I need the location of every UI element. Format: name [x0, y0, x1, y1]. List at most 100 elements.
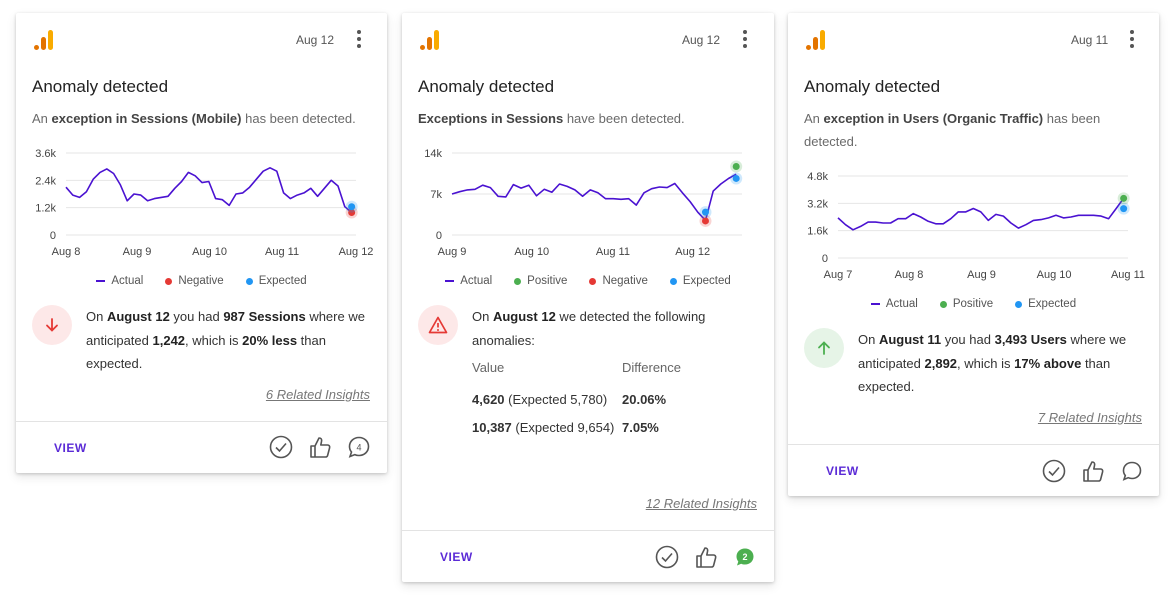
- y-tick-label: 3.6k: [35, 148, 56, 160]
- x-tick-label: Aug 11: [596, 246, 630, 258]
- footer-divider: [788, 444, 1159, 445]
- analytics-logo-icon: [34, 30, 53, 50]
- thumbs-up-icon[interactable]: [1080, 458, 1106, 484]
- view-button[interactable]: VIEW: [826, 464, 859, 478]
- comment-icon[interactable]: 4: [346, 434, 372, 460]
- chart-legend: Actual Positive Negative Expected: [402, 275, 774, 287]
- x-tick-label: Aug 10: [1037, 269, 1072, 281]
- x-tick-label: Aug 9: [967, 269, 996, 281]
- check-circle-icon[interactable]: [654, 544, 680, 570]
- analytics-logo-icon: [420, 30, 439, 50]
- related-insights-link[interactable]: 7 Related Insights: [1037, 410, 1142, 425]
- warning-icon: [418, 305, 458, 345]
- legend-actual: Actual: [870, 298, 918, 310]
- comment-icon[interactable]: [1119, 458, 1145, 484]
- expected-point[interactable]: [701, 208, 709, 216]
- x-tick-label: Aug 8: [895, 269, 924, 281]
- y-tick-label: 0: [822, 253, 828, 265]
- card-description: An exception in Sessions (Mobile) has be…: [32, 111, 356, 126]
- table-row: 4,620 (Expected 5,780) 20.06%: [472, 392, 667, 407]
- x-tick-label: Aug 8: [52, 246, 81, 258]
- kebab-menu-icon[interactable]: [355, 30, 363, 50]
- card-actions: 4: [268, 434, 372, 460]
- y-tick-label: 7k: [430, 189, 442, 201]
- related-insights-link[interactable]: 12 Related Insights: [645, 496, 757, 511]
- legend-negative: Negative: [165, 275, 224, 287]
- y-tick-label: 0: [50, 230, 56, 242]
- table-header: Value Difference: [472, 360, 682, 375]
- actual-series-line: [451, 173, 737, 222]
- kebab-menu-icon[interactable]: [1128, 30, 1136, 50]
- sessions-mobile-line-chart: 0 1.2k 2.4k 3.6k Aug 8 Aug 9 Aug 10 Aug 11 Aug 1…: [35, 148, 374, 258]
- actual-series-line: [837, 197, 1125, 231]
- card-title: Anomaly detected: [804, 77, 941, 96]
- chart-legend: Actual Negative Expected: [16, 275, 387, 287]
- card-date: Aug 12: [682, 33, 721, 47]
- legend-positive: Positive: [514, 275, 567, 287]
- check-circle-icon[interactable]: [1041, 458, 1067, 484]
- expected-point[interactable]: [732, 174, 740, 182]
- view-button[interactable]: VIEW: [440, 550, 473, 564]
- legend-actual: Actual: [96, 275, 143, 287]
- y-tick-label: 14k: [424, 148, 442, 160]
- anomaly-summary: On August 12 you had 987 Sessions where …: [86, 309, 365, 371]
- footer-divider: [16, 421, 387, 422]
- x-tick-label: Aug 10: [192, 246, 227, 258]
- x-tick-label: Aug 12: [339, 246, 374, 258]
- legend-expected: Expected: [1015, 298, 1076, 310]
- x-tick-label: Aug 10: [514, 246, 549, 258]
- card-date: Aug 11: [1071, 33, 1109, 47]
- anomaly-card-users-organic: Aug 11 Anomaly detected An exception in …: [788, 13, 1159, 496]
- comment-icon[interactable]: 2: [732, 544, 758, 570]
- footer-divider: [402, 530, 774, 531]
- legend-expected: Expected: [245, 275, 307, 287]
- anomaly-card-sessions: Aug 12 Anomaly detected Exceptions in Se…: [402, 13, 774, 582]
- anomaly-summary: On August 12 we detected the following a…: [472, 309, 706, 348]
- y-tick-label: 0: [436, 230, 442, 242]
- x-tick-label: Aug 11: [265, 246, 299, 258]
- card-title: Anomaly detected: [32, 77, 169, 96]
- anomaly-summary: On August 11 you had 3,493 Users where w…: [858, 332, 1127, 394]
- analytics-logo-icon: [806, 30, 825, 50]
- card-actions: [1041, 458, 1145, 484]
- expected-point[interactable]: [348, 203, 356, 211]
- legend-positive: Positive: [939, 298, 993, 310]
- x-tick-label: Aug 12: [675, 246, 710, 258]
- actual-series-line: [65, 166, 353, 214]
- expected-point[interactable]: [1120, 205, 1128, 213]
- table-row: 10,387 (Expected 9,654) 7.05%: [472, 419, 659, 435]
- x-tick-label: Aug 11: [1111, 269, 1145, 281]
- thumbs-up-icon[interactable]: [307, 434, 333, 460]
- svg-text:2: 2: [742, 552, 747, 562]
- anomaly-card-sessions-mobile: Aug 12 Anomaly detected An exception in …: [16, 13, 387, 473]
- y-tick-label: 4.8k: [807, 171, 828, 183]
- legend-expected: Expected: [669, 275, 731, 287]
- positive-point[interactable]: [732, 162, 740, 170]
- related-insights-link[interactable]: 6 Related Insights: [265, 387, 370, 402]
- card-actions: 2: [654, 544, 758, 570]
- positive-point[interactable]: [1120, 194, 1128, 202]
- card-title: Anomaly detected: [418, 77, 555, 96]
- thumbs-up-icon[interactable]: [693, 544, 719, 570]
- y-tick-label: 1.2k: [35, 203, 56, 215]
- card-description: Exceptions in Sessions have been detecte…: [418, 111, 685, 126]
- card-date: Aug 12: [296, 33, 335, 47]
- svg-text:4: 4: [356, 442, 361, 452]
- x-tick-label: Aug 7: [824, 269, 853, 281]
- legend-negative: Negative: [589, 275, 648, 287]
- legend-actual: Actual: [445, 275, 492, 287]
- anomalies-table: Value Difference 4,620 (Expected 5,780) …: [472, 360, 762, 439]
- y-tick-label: 3.2k: [807, 198, 828, 210]
- check-circle-icon[interactable]: [268, 434, 294, 460]
- view-button[interactable]: VIEW: [54, 441, 87, 455]
- y-tick-label: 1.6k: [807, 226, 828, 238]
- negative-point[interactable]: [701, 217, 709, 225]
- x-tick-label: Aug 9: [438, 246, 467, 258]
- x-tick-label: Aug 9: [123, 246, 152, 258]
- card-description: An exception in Users (Organic Traffic) …: [804, 111, 1101, 149]
- users-organic-line-chart: 0 1.6k 3.2k 4.8k Aug 7 Aug 8 Aug 9 Aug 10 Aug 11: [807, 171, 1145, 281]
- kebab-menu-icon[interactable]: [741, 30, 749, 50]
- sessions-line-chart: 0 7k 14k Aug 9 Aug 10 Aug 11 Aug 12: [424, 148, 743, 258]
- trend-down-icon: [32, 305, 72, 345]
- negative-point[interactable]: [348, 209, 356, 217]
